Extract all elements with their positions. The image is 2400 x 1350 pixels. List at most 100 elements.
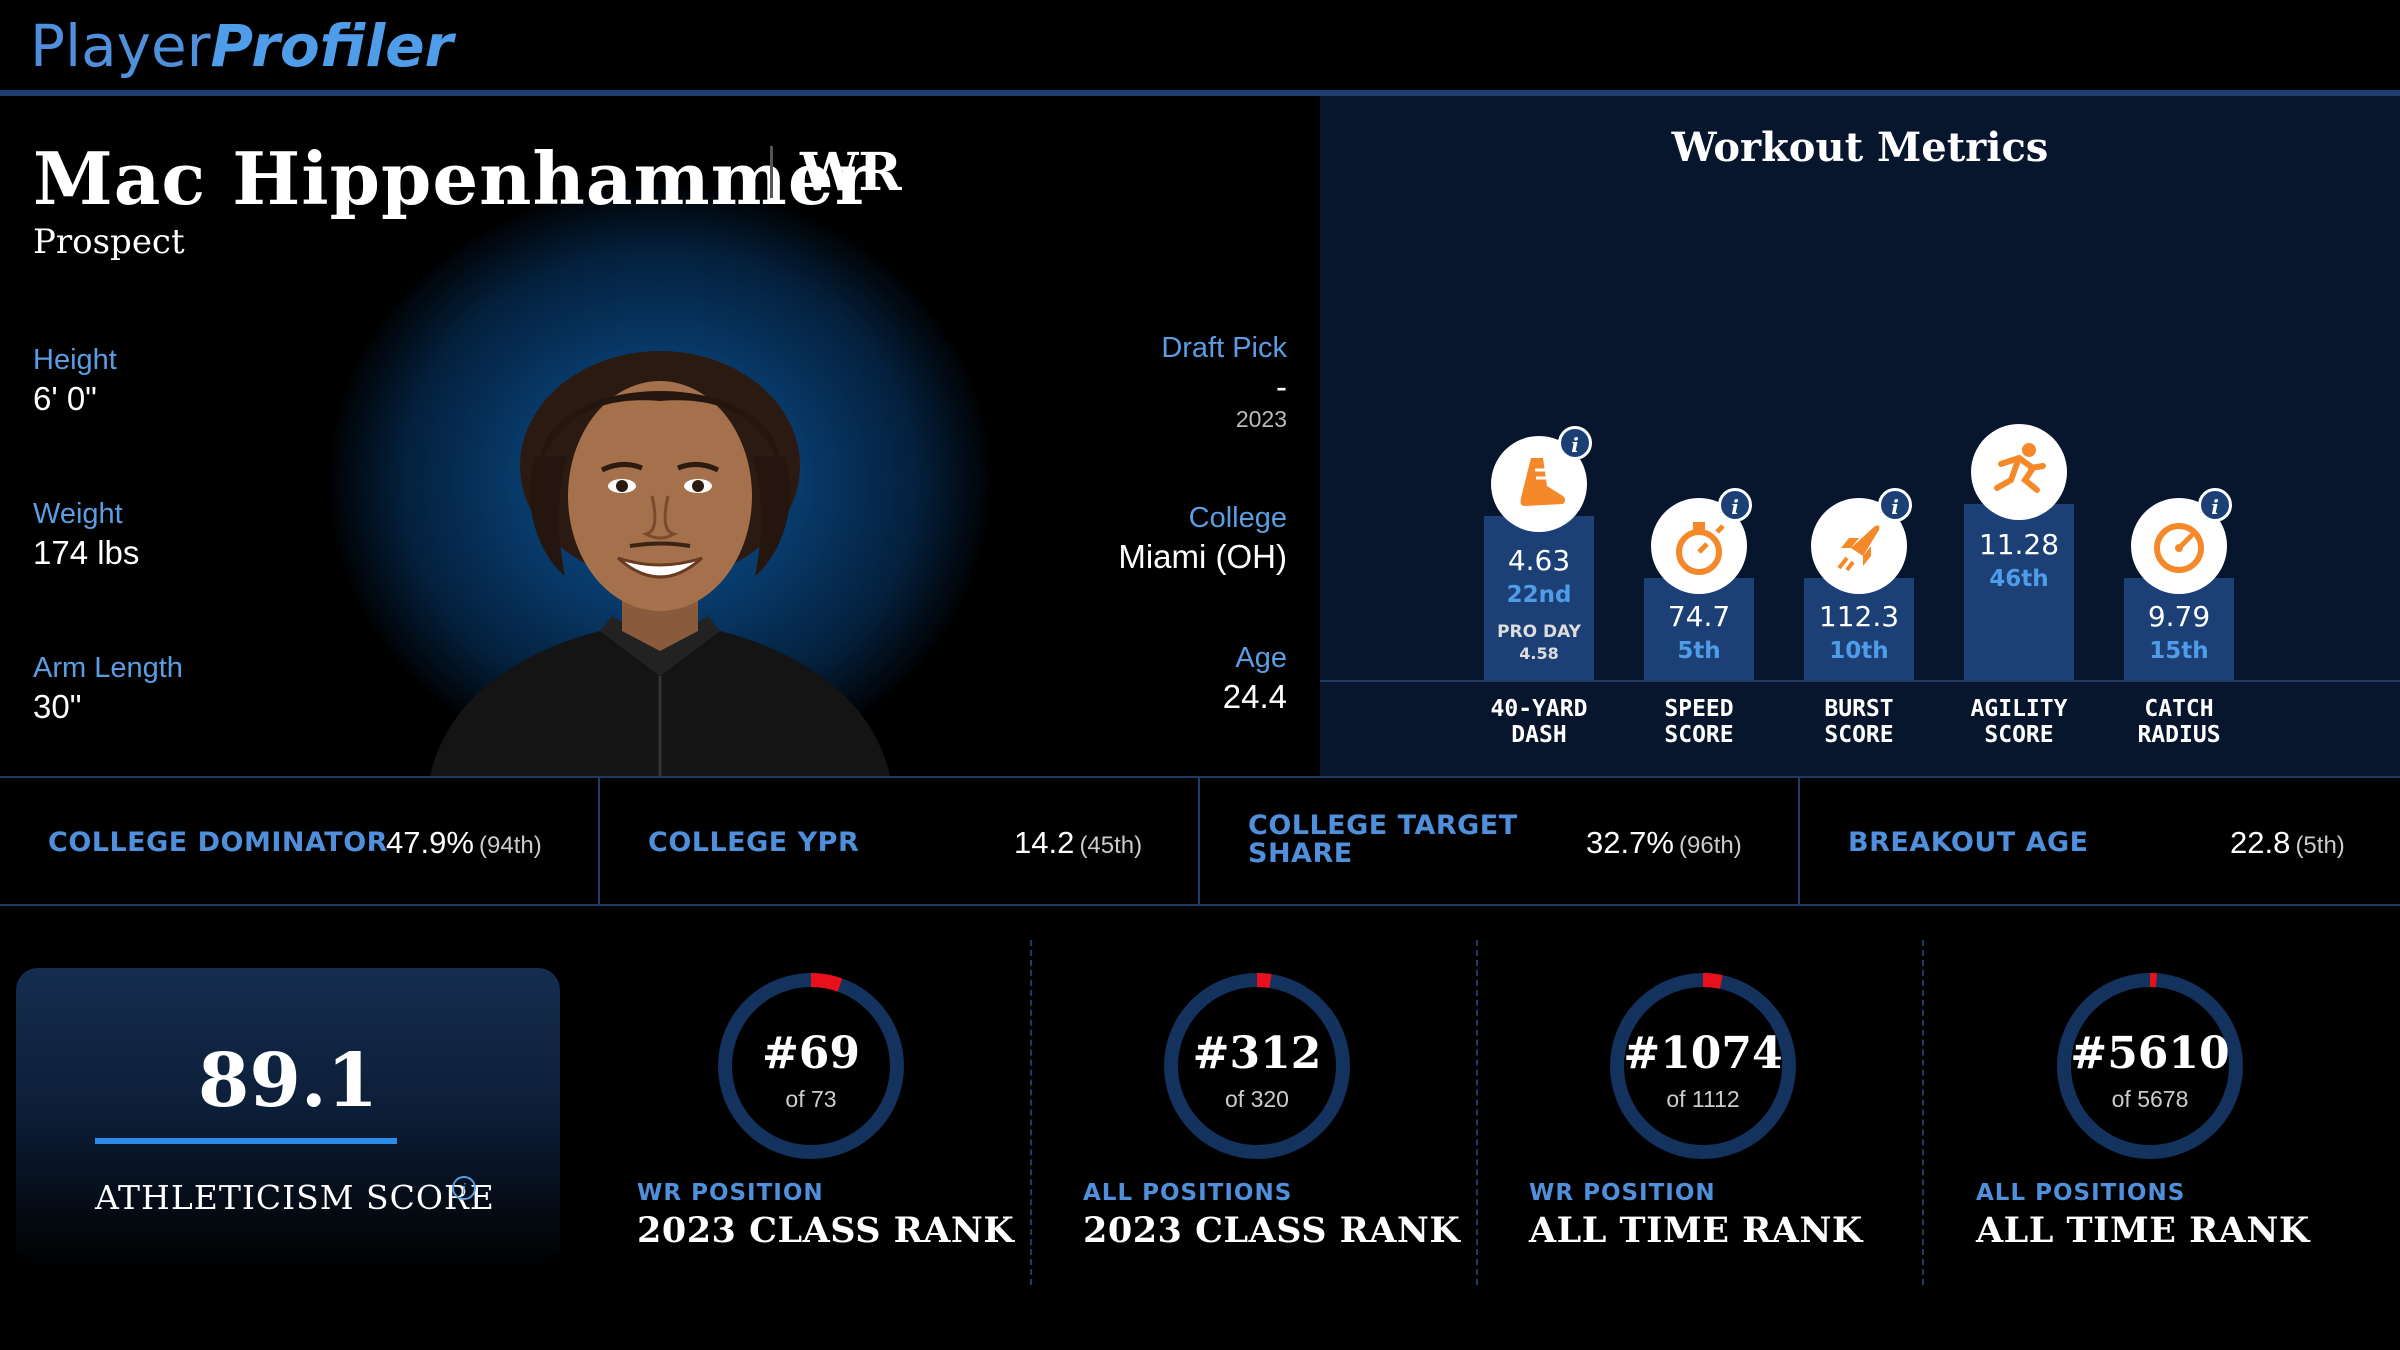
- player-photo: [430, 351, 890, 776]
- stat-divider: [1198, 778, 1200, 904]
- arm-length-value: 30": [33, 688, 82, 725]
- stat-value: 32.7%: [1586, 825, 1674, 860]
- metric-label-line2: SCORE: [1984, 722, 2054, 748]
- metric-label-line1: CATCH: [2144, 696, 2214, 722]
- college-value: Miami (OH): [1118, 538, 1287, 575]
- stat-college-target-share: COLLEGE TARGET SHARE 32.7% (96th): [1200, 778, 1800, 904]
- rank-title: ALL TIME RANK: [1529, 1210, 1863, 1251]
- rank-scope: ALL POSITIONS: [1083, 1180, 1293, 1206]
- metrics-baseline: [1320, 680, 2400, 682]
- stat-label-line2: SHARE: [1248, 838, 1353, 869]
- college-label: College: [1188, 502, 1287, 534]
- weight-value: 174 lbs: [33, 534, 140, 571]
- metric-bar-agility-score: 11.28 46th: [1964, 504, 2074, 680]
- site-logo[interactable]: PlayerProfiler: [30, 12, 453, 80]
- rank-scope: ALL POSITIONS: [1976, 1180, 2186, 1206]
- rank-number: #312: [1192, 1028, 1322, 1079]
- rank-total: of 320: [1225, 1086, 1289, 1112]
- shoe-icon: [1520, 458, 1565, 506]
- rank-total: of 1112: [1666, 1086, 1740, 1112]
- metric-value: 74.7: [1667, 600, 1731, 633]
- draft-pick-value: -: [1276, 368, 1287, 405]
- info-icon[interactable]: i: [2198, 488, 2232, 522]
- metric-rank: 15th: [2149, 638, 2209, 664]
- metric-icon-circle: [1971, 424, 2067, 520]
- stat-divider: [598, 778, 600, 904]
- metric-label-line1: 40-YARD: [1490, 696, 1588, 722]
- metric-value: 112.3: [1818, 600, 1900, 633]
- metric-value: 4.63: [1507, 544, 1571, 577]
- stat-label-line1: COLLEGE TARGET: [1248, 810, 1518, 841]
- info-icon[interactable]: i: [452, 1176, 476, 1200]
- header-divider: [0, 90, 2400, 96]
- rank-card-wr-class: #69 of 73 WR POSITION 2023 CLASS RANK: [637, 940, 1077, 1285]
- logo-text-player: Player: [30, 12, 211, 80]
- metric-label-catch-radius: CATCH RADIUS: [2099, 696, 2259, 748]
- stat-label: COLLEGE DOMINATOR: [48, 827, 388, 858]
- name-position-separator: [770, 146, 773, 198]
- athleticism-score-value: 89.1: [197, 1038, 379, 1124]
- rank-title: 2023 CLASS RANK: [1083, 1210, 1461, 1251]
- rank-total: of 5678: [2111, 1086, 2189, 1112]
- rank-ring-fill: [810, 973, 843, 992]
- stat-rank: (96th): [1679, 832, 1742, 859]
- stat-college-ypr: COLLEGE YPR 14.2 (45th): [600, 778, 1200, 904]
- metric-label-line1: SPEED: [1664, 696, 1734, 722]
- rank-number: #5610: [2070, 1028, 2230, 1079]
- rank-ring: [1610, 973, 1796, 1159]
- metric-icon-circle: [1811, 498, 1907, 594]
- rank-scope: WR POSITION: [637, 1180, 824, 1206]
- stat-value: 22.8: [2230, 825, 2291, 860]
- stat-value: 14.2: [1014, 825, 1075, 860]
- metric-value: 9.79: [2147, 600, 2211, 633]
- stat-divider: [1798, 778, 1800, 904]
- rank-ring: [718, 973, 904, 1159]
- player-status: Prospect: [33, 222, 185, 262]
- metric-label-line1: AGILITY: [1970, 696, 2068, 722]
- info-icon[interactable]: i: [1878, 488, 1912, 522]
- rank-total: of 73: [785, 1086, 837, 1112]
- metric-bar-40-yard-dash: 4.63 22nd PRO DAY 4.58: [1484, 516, 1594, 680]
- stat-label: BREAKOUT AGE: [1848, 827, 2089, 858]
- pro-day-value: 4.58: [1519, 644, 1559, 663]
- site-header: PlayerProfiler: [0, 0, 2400, 90]
- stat-value-group: 14.2 (45th): [1014, 825, 1142, 861]
- metric-label-speed-score: SPEED SCORE: [1619, 696, 1779, 748]
- rank-title: 2023 CLASS RANK: [637, 1210, 1015, 1251]
- metric-label-line2: SCORE: [1664, 722, 1734, 748]
- player-profile-panel: Mac Hippenhammer WR Prospect Height 6' 0…: [0, 96, 1320, 776]
- age-label: Age: [1235, 642, 1287, 674]
- rank-divider: [1476, 940, 1478, 1285]
- rank-ring: [1164, 973, 1350, 1159]
- stat-value: 47.9%: [386, 825, 474, 860]
- rank-number: #69: [761, 1028, 861, 1079]
- athleticism-score-underline: [95, 1138, 397, 1144]
- metric-bar-speed-score: 74.7 5th: [1644, 578, 1754, 680]
- stat-label: COLLEGE TARGET SHARE: [1248, 812, 1518, 868]
- draft-pick-label: Draft Pick: [1161, 332, 1287, 364]
- metric-label-line2: RADIUS: [2137, 722, 2221, 748]
- rocket-icon: [1837, 525, 1880, 572]
- weight-label: Weight: [33, 498, 123, 530]
- info-icon[interactable]: i: [1718, 488, 1752, 522]
- workout-metrics-panel: Workout Metrics 4.63 22nd PRO DAY 4.58 i…: [1320, 96, 2400, 776]
- athleticism-score-card: 89.1 ATHLETICISM SCORE i: [16, 968, 560, 1268]
- metric-label-burst-score: BURST SCORE: [1779, 696, 1939, 748]
- stat-label: COLLEGE YPR: [648, 827, 860, 858]
- stopwatch-icon: [1676, 522, 1725, 575]
- arm-length-label: Arm Length: [33, 652, 183, 684]
- info-icon[interactable]: i: [1558, 426, 1592, 460]
- metric-rank: 22nd: [1506, 582, 1572, 608]
- stat-breakout-age: BREAKOUT AGE 22.8 (5th): [1800, 778, 2400, 904]
- rank-ring-fill: [1702, 973, 1723, 989]
- stat-college-dominator: COLLEGE DOMINATOR 47.9% (94th): [0, 778, 600, 904]
- metric-label-line1: BURST: [1824, 696, 1894, 722]
- height-label: Height: [33, 344, 117, 376]
- metric-value: 11.28: [1978, 528, 2060, 561]
- rank-ring-fill: [1256, 973, 1272, 988]
- stat-rank: (45th): [1079, 832, 1143, 859]
- player-position: WR: [800, 142, 902, 203]
- draft-year: 2023: [1235, 406, 1287, 432]
- metric-rank: 10th: [1829, 638, 1889, 664]
- rank-card-wr-alltime: #1074 of 1112 WR POSITION ALL TIME RANK: [1529, 940, 1969, 1285]
